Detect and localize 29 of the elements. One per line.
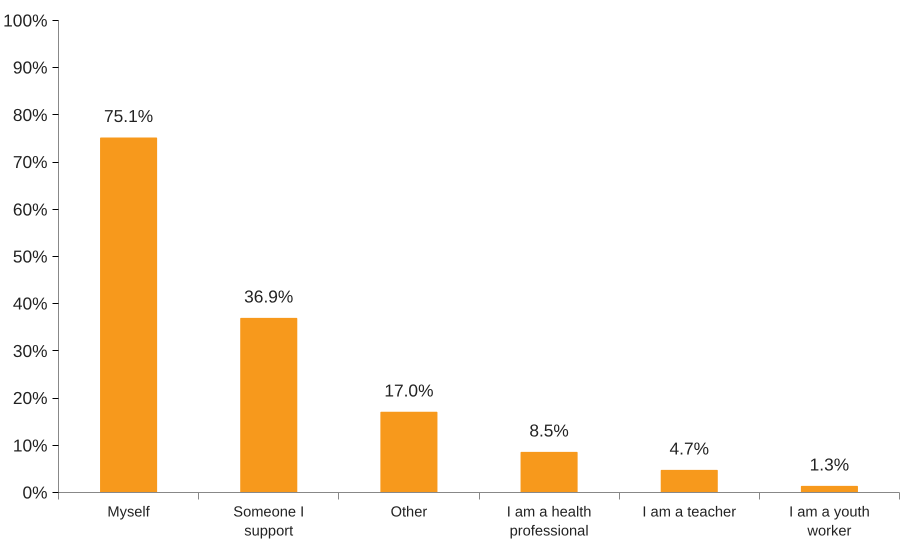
y-tick-label: 0%	[22, 482, 48, 502]
y-tick-label: 40%	[12, 294, 48, 314]
data-label: 75.1%	[104, 106, 154, 126]
y-tick-label: 30%	[12, 340, 48, 361]
data-label: 1.3%	[810, 454, 850, 474]
y-tick-label: 60%	[12, 199, 48, 220]
x-tick-label: Someone I support	[233, 504, 304, 540]
data-label: 36.9%	[244, 286, 294, 306]
bar	[800, 486, 858, 492]
y-tick-label: 20%	[12, 388, 48, 408]
x-tick-label: I am a teacher	[642, 504, 736, 520]
bar	[240, 318, 298, 492]
y-tick-label: 70%	[12, 152, 48, 172]
x-tick-label: Myself	[107, 504, 151, 520]
x-tick-label: Other	[390, 504, 428, 520]
data-label: 8.5%	[529, 420, 569, 440]
bar	[100, 138, 158, 492]
x-tick-label: I am a youth worker	[789, 504, 870, 540]
y-tick-label: 100%	[3, 10, 48, 30]
data-label: 4.7%	[670, 438, 709, 458]
y-tick-label: 80%	[12, 104, 48, 125]
bar	[660, 470, 718, 492]
bar	[380, 412, 438, 492]
y-tick-label: 10%	[12, 435, 48, 456]
data-label: 17.0%	[384, 380, 434, 400]
y-tick-label: 50%	[12, 246, 48, 266]
y-tick-label: 90%	[12, 58, 48, 78]
bar	[520, 452, 578, 492]
x-tick-label: I am a health professional	[506, 504, 592, 540]
